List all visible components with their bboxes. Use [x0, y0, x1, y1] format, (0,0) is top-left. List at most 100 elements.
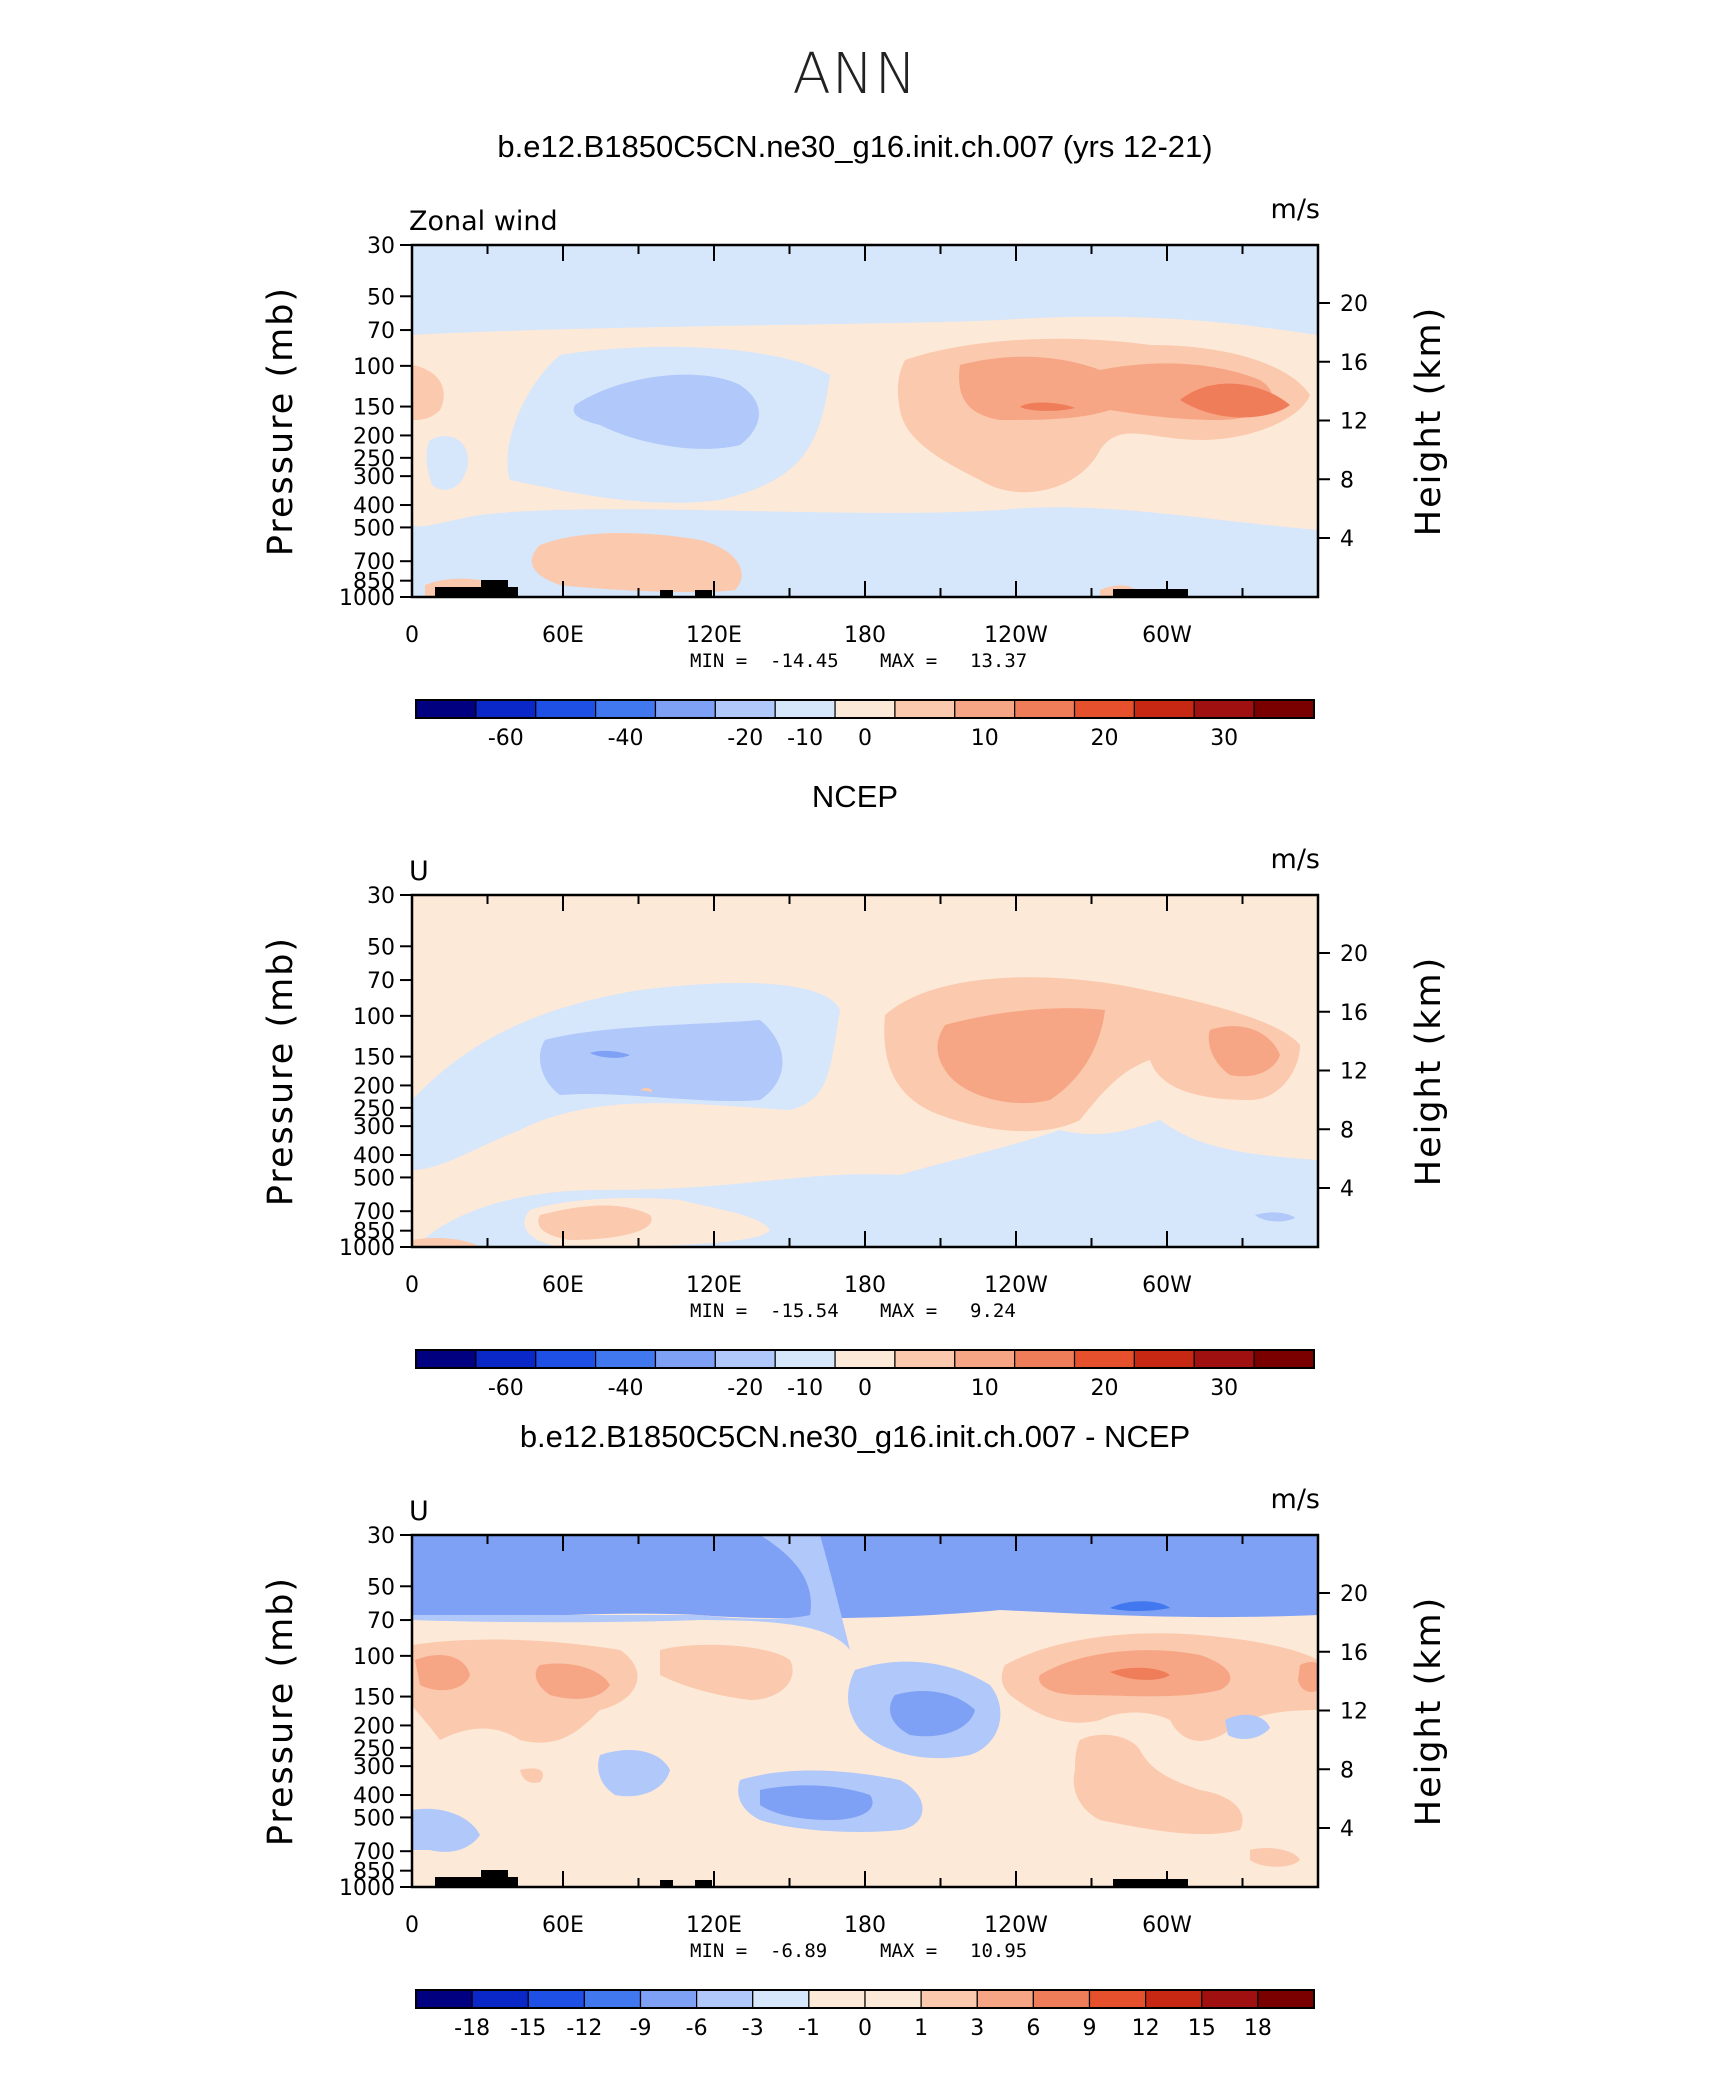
colorbar-box — [1253, 1349, 1315, 1369]
colorbar-box — [954, 699, 1016, 719]
field-label: U — [409, 856, 429, 887]
colorbar-box — [415, 1349, 477, 1369]
y2-tick-label: 4 — [1340, 527, 1354, 552]
max-value: 9.24 — [970, 1300, 1016, 1322]
y-tick-label: 250 — [353, 1097, 395, 1122]
colorbar-label: 9 — [1083, 2016, 1097, 2041]
colorbar-label: 20 — [1090, 726, 1118, 751]
colorbar-label: -1 — [798, 2016, 820, 2041]
y-tick-label: 400 — [353, 494, 395, 519]
y-tick-label: 300 — [353, 465, 395, 490]
y2-tick-label: 4 — [1340, 1177, 1354, 1202]
y-tick-label: 250 — [353, 1737, 395, 1762]
y-tick-label: 1000 — [339, 586, 395, 611]
contour-region — [520, 1768, 544, 1783]
x-tick-label: 60W — [1142, 1273, 1192, 1298]
min-label: MIN = — [690, 1940, 747, 1962]
x-tick-label: 120E — [686, 1913, 742, 1938]
contour-region — [890, 1690, 975, 1737]
contour-field — [412, 895, 1318, 1247]
y2-tick-label: 12 — [1340, 410, 1368, 435]
colorbar-label: -20 — [727, 726, 763, 751]
y-axis-label: Pressure (mb) — [261, 286, 301, 556]
colorbar-box — [1073, 1349, 1135, 1369]
colorbar-box — [1073, 699, 1135, 719]
topography-block — [435, 587, 481, 597]
max-value: 10.95 — [970, 1940, 1027, 1962]
colorbar-label: 10 — [971, 1376, 999, 1401]
x-tick-label: 120W — [984, 623, 1048, 648]
colorbar-frame — [415, 1349, 1315, 1369]
panel-title: b.e12.B1850C5CN.ne30_g16.init.ch.007 - N… — [520, 1419, 1190, 1454]
colorbar-label: -40 — [608, 1376, 644, 1401]
colorbar-box — [475, 699, 537, 719]
colorbar-box — [920, 1989, 978, 2009]
contour-field — [412, 1535, 1318, 1887]
contour-region — [531, 533, 742, 593]
colorbar-label: -3 — [742, 2016, 764, 2041]
y-tick-label: 200 — [353, 1074, 395, 1099]
y2-tick-label: 16 — [1340, 351, 1368, 376]
contour-region — [598, 1750, 670, 1797]
colorbar-box — [1253, 699, 1315, 719]
colorbar-box — [1032, 1989, 1091, 2009]
contour-region — [426, 436, 469, 490]
topography-block — [1113, 589, 1188, 597]
colorbar-box — [654, 1349, 716, 1369]
y-tick-label: 500 — [353, 1806, 395, 1831]
colorbar-box — [834, 1349, 896, 1369]
colorbar-box — [752, 1989, 810, 2009]
colorbar-box — [1201, 1989, 1259, 2009]
contour-region — [660, 1644, 793, 1700]
colorbar-box — [894, 1349, 956, 1369]
y-axis-label: Pressure (mb) — [261, 936, 301, 1206]
colorbar-box — [774, 699, 836, 719]
min-value: -15.54 — [770, 1300, 839, 1322]
x-tick-label: 180 — [844, 1273, 886, 1298]
colorbar-box — [654, 699, 716, 719]
colorbar-label: 1 — [914, 2016, 928, 2041]
colorbar-box — [594, 1349, 657, 1369]
field-label: Zonal wind — [409, 206, 558, 237]
topography-block — [508, 1877, 518, 1887]
contour-region — [760, 1785, 873, 1820]
colorbar-label: 30 — [1210, 1376, 1238, 1401]
colorbar-label: 0 — [858, 726, 872, 751]
topography-block — [508, 587, 518, 597]
y-tick-label: 200 — [353, 424, 395, 449]
x-tick-label: 60E — [542, 1913, 584, 1938]
contour-region — [412, 1639, 638, 1743]
colorbar-box — [1193, 1349, 1255, 1369]
topography-block — [435, 1877, 481, 1887]
y2-tick-label: 16 — [1340, 1641, 1368, 1666]
y-tick-label: 300 — [353, 1115, 395, 1140]
y-tick-label: 300 — [353, 1755, 395, 1780]
colorbar-label: -9 — [630, 2016, 652, 2041]
contour-region — [1180, 383, 1290, 418]
colorbar-box — [594, 699, 657, 719]
colorbar-label: 0 — [858, 2016, 872, 2041]
y-tick-label: 150 — [353, 1046, 395, 1071]
contour-region — [590, 1050, 630, 1058]
contour-region — [535, 1663, 610, 1699]
colorbar-box — [535, 1349, 597, 1369]
colorbar-label: -60 — [488, 1376, 524, 1401]
x-tick-label: 0 — [405, 623, 419, 648]
panel-title: b.e12.B1850C5CN.ne30_g16.init.ch.007 (yr… — [497, 129, 1212, 164]
contour-region — [1208, 1026, 1280, 1077]
x-tick-label: 120E — [686, 623, 742, 648]
topography-block — [660, 1880, 673, 1887]
contour-region — [1110, 1601, 1170, 1611]
y-tick-label: 700 — [353, 550, 395, 575]
colorbar-box — [527, 1989, 585, 2009]
y2-tick-label: 20 — [1340, 942, 1368, 967]
x-tick-label: 60W — [1142, 1913, 1192, 1938]
topography-block — [481, 1870, 508, 1887]
colorbar-box — [1133, 1349, 1195, 1369]
colorbar-box — [894, 699, 956, 719]
colorbar-label: 18 — [1244, 2016, 1272, 2041]
x-tick-label: 0 — [405, 1273, 419, 1298]
y-tick-label: 150 — [353, 396, 395, 421]
colorbar-label: -10 — [787, 726, 823, 751]
